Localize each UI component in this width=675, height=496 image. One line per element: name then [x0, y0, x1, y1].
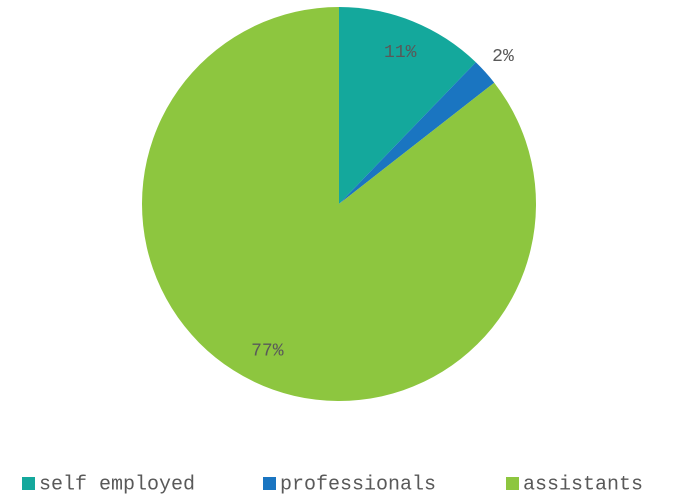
legend-swatch — [506, 477, 519, 490]
pie-slice — [142, 7, 537, 401]
pie-slice — [339, 62, 495, 205]
data-label: 77% — [251, 342, 284, 362]
pie-slice — [339, 7, 476, 204]
legend-label: professionals — [280, 473, 436, 496]
legend-swatch — [263, 477, 276, 490]
legend-label: self employed — [39, 473, 195, 496]
legend-label: assistants — [523, 473, 643, 496]
legend-swatch — [22, 477, 35, 490]
data-label: 11% — [384, 43, 417, 63]
data-label: 2% — [492, 47, 514, 67]
